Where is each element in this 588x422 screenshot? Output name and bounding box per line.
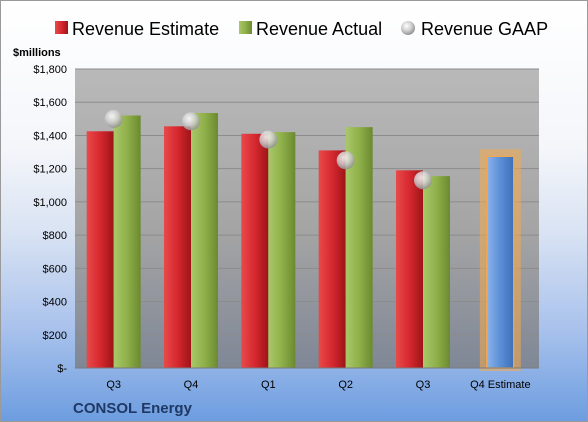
legend-item-actual[interactable]: Revenue Actual	[239, 19, 382, 39]
x-tick-label: Q3	[416, 379, 431, 391]
bar-revenue-actual[interactable]	[268, 132, 296, 368]
legend-item-gaap[interactable]: Revenue GAAP	[401, 19, 548, 39]
legend-swatch-gaap	[401, 21, 415, 35]
bars	[86, 113, 521, 371]
legend-label-estimate: Revenue Estimate	[72, 19, 219, 39]
bar-revenue-actual[interactable]	[191, 113, 218, 369]
legend-item-estimate[interactable]: Revenue Estimate	[55, 19, 219, 39]
legend-label-actual: Revenue Actual	[256, 19, 382, 39]
y-tick-label: $1,000	[33, 197, 67, 209]
y-tick-label: $1,800	[33, 64, 67, 76]
y-axis-ticks: $- $200 $400 $600 $800 $1,000 $1,200 $1,400 $1,6…	[33, 64, 67, 375]
y-tick-label: $200	[43, 330, 67, 342]
marker-revenue-gaap[interactable]	[336, 151, 355, 170]
y-tick-label: $800	[43, 230, 67, 242]
bar-revenue-estimate[interactable]	[396, 170, 423, 368]
bar-revenue-projected[interactable]	[486, 155, 515, 369]
legend-swatch-actual	[239, 21, 252, 34]
legend-label-gaap: Revenue GAAP	[421, 19, 548, 39]
bar-revenue-estimate[interactable]	[318, 150, 346, 368]
y-tick-label: $-	[57, 363, 67, 375]
x-tick-label: Q4	[184, 379, 199, 391]
bar-revenue-estimate[interactable]	[164, 126, 191, 368]
bar-revenue-estimate[interactable]	[241, 133, 269, 368]
gridlines	[75, 68, 539, 336]
x-tick-label: Q2	[338, 379, 353, 391]
y-tick-label: $600	[43, 263, 67, 275]
company-name: CONSOL Energy	[73, 400, 193, 417]
x-tick-label: Q4 Estimate	[470, 379, 531, 391]
y-tick-label: $1,400	[33, 130, 67, 142]
marker-revenue-gaap[interactable]	[414, 171, 432, 190]
x-axis-ticks: Q3 Q4 Q1 Q2 Q3 Q4 Estimate	[106, 379, 530, 391]
bar-revenue-actual[interactable]	[423, 176, 450, 368]
marker-revenue-gaap[interactable]	[182, 112, 200, 131]
y-axis-unit-label: $millions	[13, 47, 61, 59]
legend-swatch-estimate	[55, 21, 68, 34]
x-tick-label: Q3	[106, 379, 121, 391]
bar-revenue-actual[interactable]	[113, 115, 141, 368]
x-tick-label: Q1	[261, 379, 276, 391]
y-tick-label: $400	[43, 297, 67, 309]
legend: Revenue Estimate Revenue Actual Revenue …	[55, 19, 548, 39]
y-tick-label: $1,200	[33, 164, 67, 176]
gaap-markers	[104, 109, 432, 190]
marker-revenue-gaap[interactable]	[104, 109, 123, 128]
plot-area	[75, 69, 539, 368]
y-tick-label: $1,600	[33, 97, 67, 109]
marker-revenue-gaap[interactable]	[259, 130, 278, 149]
bar-revenue-estimate[interactable]	[86, 131, 114, 368]
